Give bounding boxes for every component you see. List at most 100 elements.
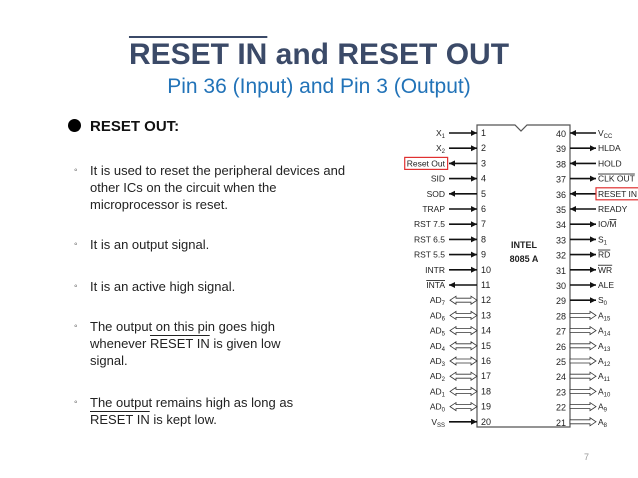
pin-label: AD0 [430,402,446,414]
pin-label: HOLD [598,158,622,168]
bullet-overlined-text: RESET IN [149,336,210,351]
bullet-text: It is used to reset the peripheral devic… [90,163,346,212]
pin-arrow-bus [569,356,597,366]
pin-arrow-out-head [590,266,596,273]
pin-number: 24 [556,372,566,382]
pin-number: 20 [481,417,491,427]
pin-number: 5 [481,189,486,199]
pin-number: 23 [556,387,566,397]
pin-arrow-in-head [570,190,576,197]
bullet-item: ◦ The output remains high as long as RESE… [74,394,340,428]
pin-number: 12 [481,295,491,305]
pin-number: 25 [556,357,566,367]
bullet-heading: RESET OUT: [68,118,179,135]
pin-arrow-bus [569,341,597,351]
highlight-box [595,187,638,201]
pin-number: 3 [481,158,486,168]
bullet-text: It is an active high signal. [90,279,236,294]
pin-label: A11 [598,371,611,383]
bullet-text: The output remains high as long as [90,395,294,410]
pin-arrow-in-head [471,251,477,258]
pin-number: 28 [556,311,566,321]
pin-arrow-in-head [471,266,477,273]
pin-number: 11 [481,280,490,290]
pin-number: 38 [556,159,566,169]
pin-label: AD4 [430,341,446,353]
bullet-marker-icon: ◦ [74,321,78,332]
title-overlined: RESET IN [128,38,268,71]
pin-number: 2 [481,143,486,153]
pin-arrow-in-head [471,130,477,136]
pin-label: WR [598,265,612,275]
pin-arrow-in-head [570,160,576,167]
pin-arrow-in-head [471,175,477,182]
pin-number: 16 [481,356,491,366]
pin-label: READY [598,204,628,214]
bullet-item: ◦ It is used to reset the peripheral devi… [74,162,350,213]
pin-arrow-out-head [590,282,596,288]
chip-name-line2: 8085 A [510,254,539,264]
pin-number: 18 [481,386,491,396]
pin-label: ALE [598,280,614,290]
title-rest: and RESET OUT [267,38,510,71]
pin-number: 8 [481,234,486,244]
pin-label: S0 [598,295,608,307]
pin-number: 26 [556,342,566,352]
pin-label: X2 [436,143,446,155]
pin-number: 21 [556,418,566,428]
pin-number: 19 [481,402,491,412]
pin-number: 29 [556,296,566,306]
bullet-marker-icon: ◦ [74,397,78,408]
bullet-text: It is an output signal. [90,237,210,252]
bullet-marker-icon: ◦ [74,239,78,250]
pin-arrow-out-head [449,190,455,197]
pin-arrow-bidirectional [449,371,478,381]
pin-arrow-bidirectional [449,356,478,366]
pin-arrow-in-head [570,206,576,212]
pin-arrow-bus [569,417,597,427]
pin-number: 39 [556,144,566,154]
pin-arrow-bus [569,386,597,397]
bullet-marker-icon: ◦ [74,281,78,292]
heading-text: RESET OUT: [90,118,180,135]
pin-number: 36 [556,190,566,200]
pin-label: INTA [426,280,445,290]
pin-label: RD [598,250,610,260]
pin-label: A13 [598,341,611,353]
bullet-marker-icon: ◦ [74,165,78,176]
pin-number: 37 [556,175,566,185]
bullet-item: ◦ It is an active high signal. [74,278,350,295]
pin-number: 32 [556,251,566,261]
pin-number: 27 [556,327,566,337]
pin-label: TRAP [422,204,445,214]
pin-number: 40 [556,129,566,139]
pin-label: A15 [598,310,611,322]
pin-label: AD6 [430,310,446,322]
pin-label: S1 [598,234,608,246]
pin-label: RST 5.5 [414,250,445,260]
pin-label: A10 [598,386,611,398]
pin-arrow-out-head [590,236,596,243]
pin-arrow-bus [569,401,597,412]
pin-label: VCC [598,128,613,140]
pin-label: AD1 [430,386,446,398]
pin-number: 30 [556,281,566,291]
pin-number: 7 [481,219,486,229]
chip-name-line1: INTEL [511,240,538,250]
pin-label: A12 [598,356,611,368]
pin-arrow-bidirectional [449,401,478,412]
pin-number: 4 [481,174,486,184]
pin-label: AD3 [430,356,446,368]
pin-number: 13 [481,310,491,320]
pin-arrow-bus [569,325,597,336]
pin-label: Reset Out [407,158,446,168]
pin-arrow-bidirectional [449,325,478,336]
bullet-overlined-text: RESET IN [90,412,150,427]
pin-number: 6 [481,204,486,214]
highlight-box [404,156,449,170]
pin-label: A14 [598,326,611,338]
pin-label: RST 7.5 [414,219,445,229]
pin-label: VSS [431,417,445,429]
page-number: 7 [584,452,590,462]
bullet-text: The output on this pin goes high wheneve… [90,319,276,351]
